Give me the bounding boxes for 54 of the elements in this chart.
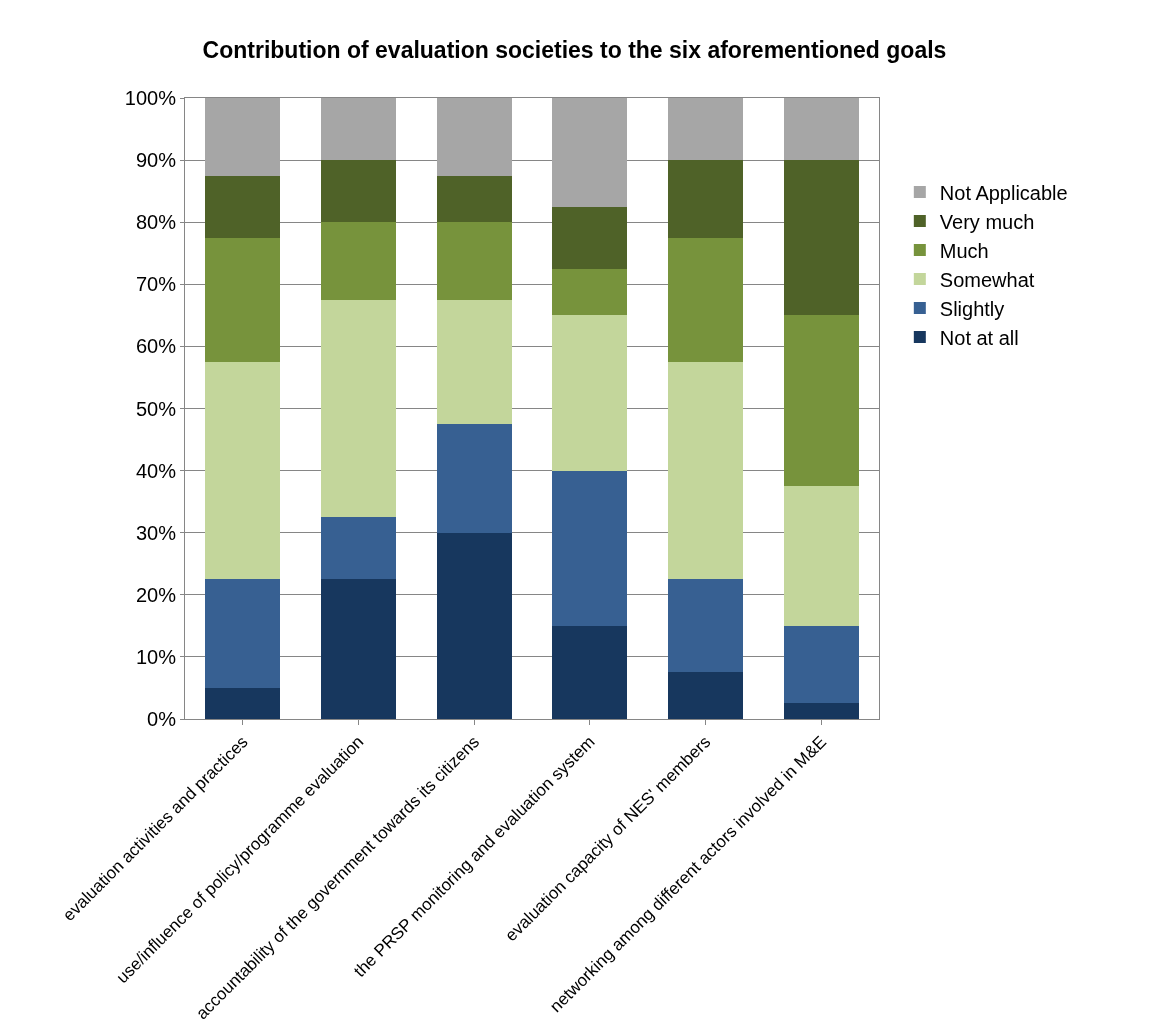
y-tick-label: 90% — [135, 149, 177, 172]
bar — [552, 206, 628, 269]
bar — [436, 532, 512, 719]
bar — [552, 315, 628, 471]
bar — [320, 517, 397, 580]
y-tick-label: 40% — [135, 459, 177, 482]
bar — [320, 299, 397, 518]
y-tick-label: 20% — [135, 583, 177, 606]
bar — [667, 579, 744, 673]
bar — [436, 299, 512, 425]
y-tick-label: 0% — [147, 708, 177, 730]
bar — [436, 222, 512, 300]
chart-title: Contribution of evaluation societies to the six aforementioned goals — [202, 36, 947, 63]
bar — [783, 703, 859, 719]
bar — [552, 268, 628, 316]
bar — [205, 687, 281, 719]
bar — [552, 470, 628, 626]
legend-label: Somewhat — [939, 268, 1035, 291]
bar — [667, 672, 744, 719]
legend-label: Not at all — [939, 326, 1019, 349]
bar — [783, 625, 859, 704]
legend-label: Much — [939, 239, 989, 262]
bar — [552, 625, 628, 719]
bar — [436, 98, 512, 176]
y-tick-label: 80% — [135, 211, 177, 234]
bar — [667, 361, 744, 580]
bar — [552, 98, 628, 207]
legend-label: Very much — [939, 210, 1035, 233]
bar — [667, 160, 744, 238]
bar — [667, 98, 744, 161]
bar — [205, 175, 281, 238]
bar — [320, 222, 397, 300]
bar — [436, 424, 512, 533]
y-tick-label: 100% — [124, 87, 177, 109]
legend-label: Not Applicable — [939, 181, 1068, 204]
bar — [320, 160, 397, 223]
bar — [205, 237, 281, 362]
legend-label: Slightly — [939, 297, 1005, 320]
bar — [667, 237, 744, 362]
y-tick-label: 10% — [135, 645, 177, 668]
bar — [205, 98, 281, 176]
bar — [783, 160, 859, 316]
bar — [320, 98, 397, 161]
bar — [783, 486, 859, 626]
bar — [205, 361, 281, 580]
bar — [783, 98, 859, 161]
y-tick-label: 60% — [135, 335, 177, 358]
y-tick-label: 30% — [135, 521, 177, 544]
bar — [320, 579, 397, 719]
y-tick-label: 50% — [135, 397, 177, 420]
y-tick-label: 70% — [135, 273, 177, 296]
bar — [783, 315, 859, 487]
bar — [436, 175, 512, 223]
bar — [205, 579, 281, 688]
